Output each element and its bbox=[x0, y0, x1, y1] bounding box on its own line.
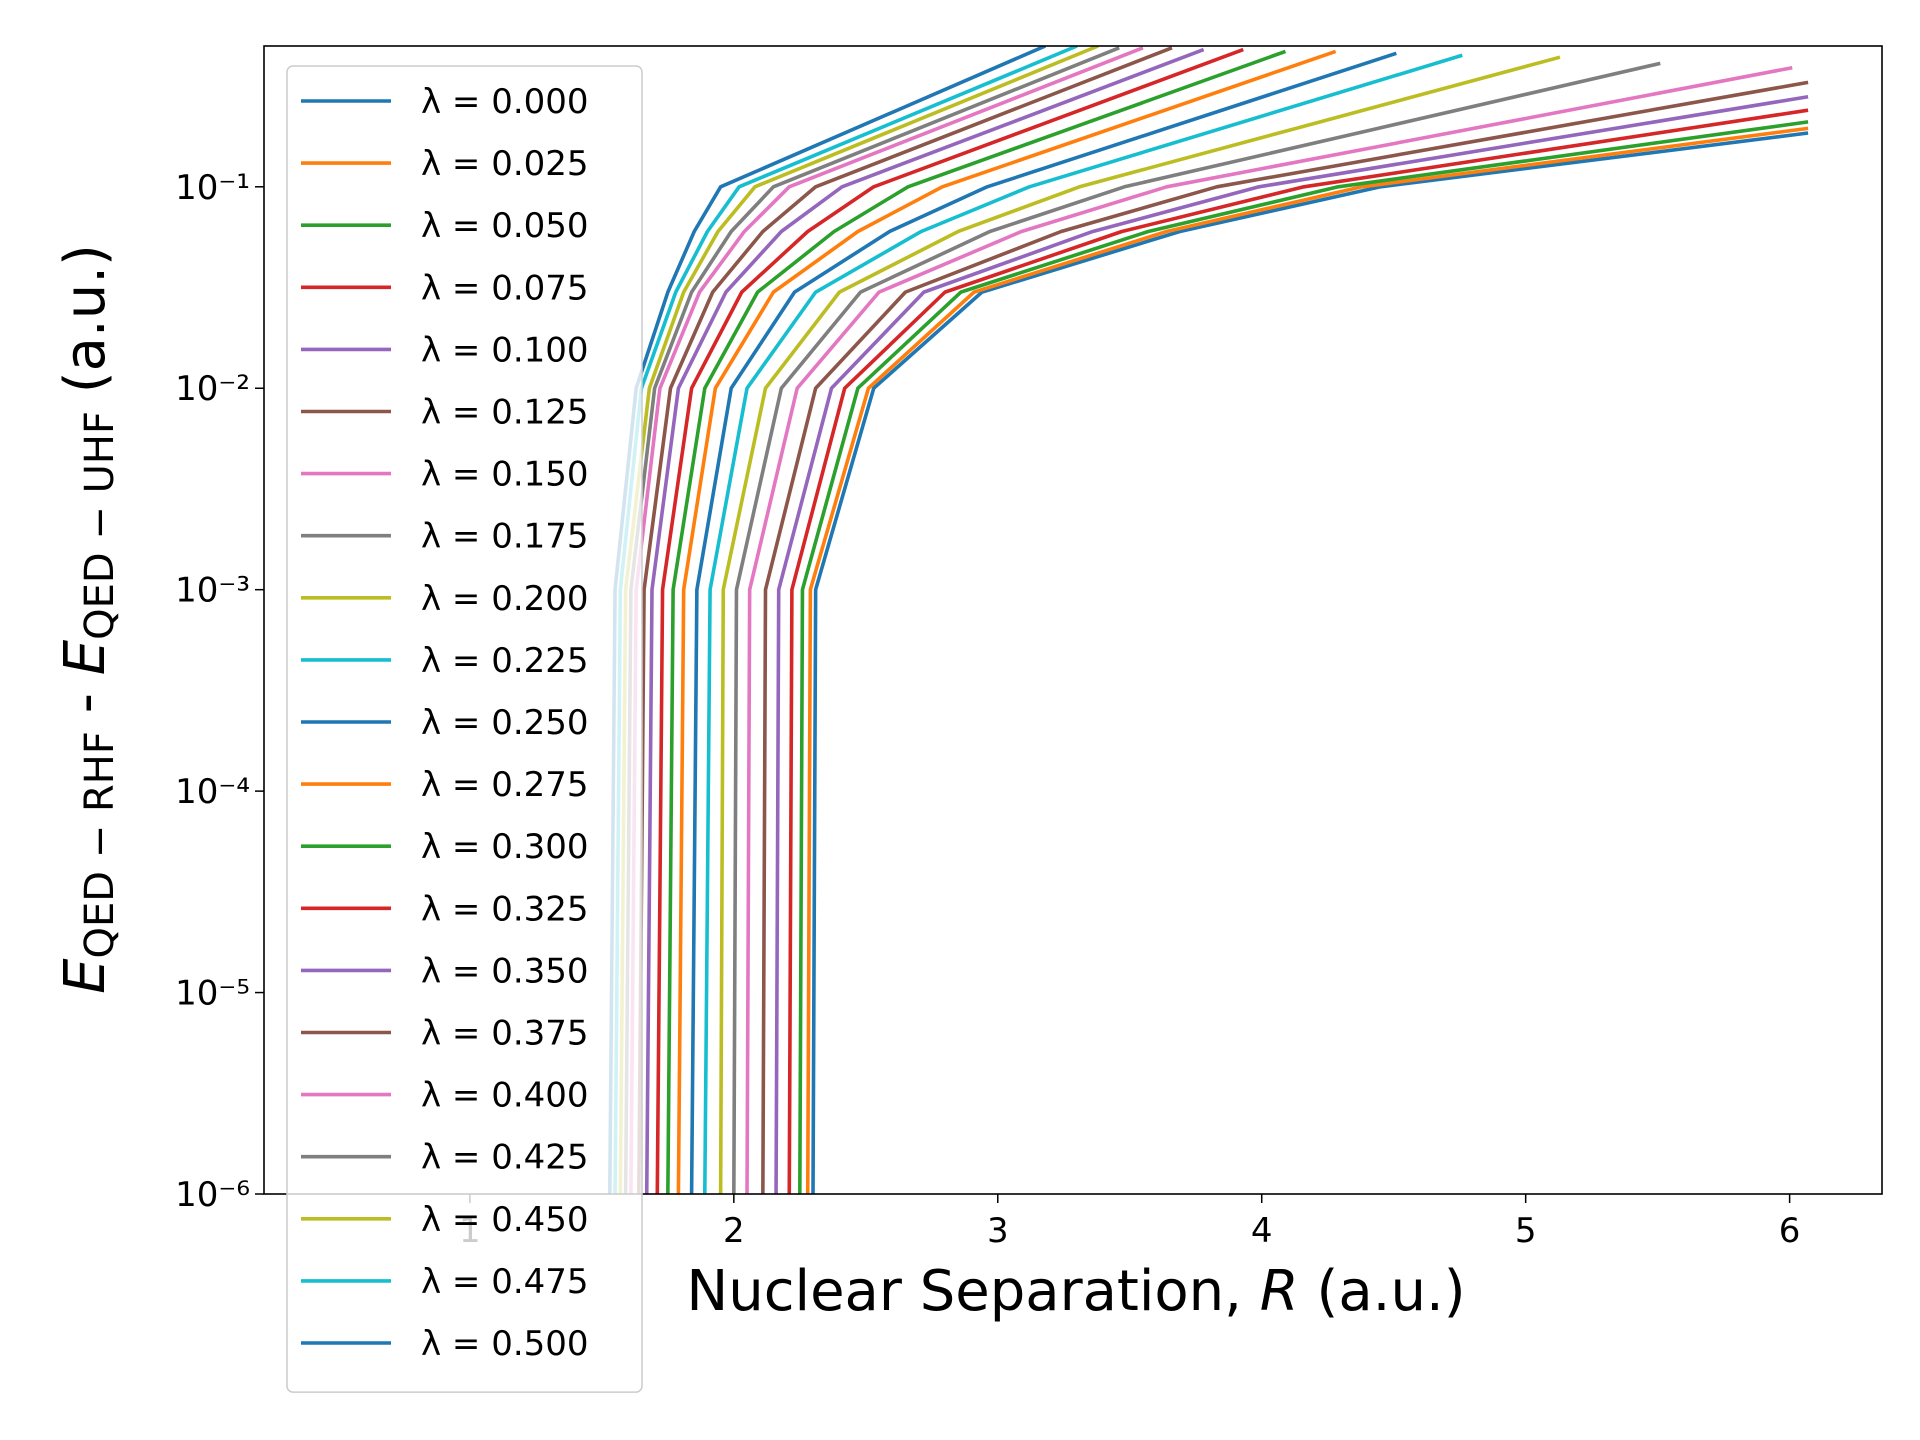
legend-label: λ = 0.450 bbox=[421, 1200, 589, 1240]
series-line bbox=[718, 55, 1561, 1194]
series-line bbox=[689, 51, 1397, 1194]
y-axis-label-part: E bbox=[53, 639, 118, 675]
series-line bbox=[745, 65, 1793, 1194]
legend-label: λ = 0.100 bbox=[421, 330, 589, 370]
y-tick-label: 10⁻⁵ bbox=[175, 974, 250, 1014]
y-axis-label-part: E bbox=[53, 958, 118, 994]
x-tick-label: 4 bbox=[1251, 1211, 1273, 1251]
y-axis-label-part: QED − RHF bbox=[77, 731, 123, 958]
legend-label: λ = 0.150 bbox=[421, 455, 589, 495]
legend-label: λ = 0.200 bbox=[421, 579, 589, 619]
series-line bbox=[787, 108, 1809, 1194]
series-line bbox=[637, 46, 1173, 1194]
x-axis-label-part: R bbox=[1260, 1259, 1299, 1324]
legend-label: λ = 0.400 bbox=[421, 1076, 589, 1116]
series-line bbox=[811, 131, 1809, 1194]
x-axis-label: Nuclear Separation, R (a.u.) bbox=[686, 1259, 1465, 1324]
x-tick-label: 2 bbox=[723, 1211, 745, 1251]
series-line bbox=[702, 53, 1463, 1194]
legend-label: λ = 0.350 bbox=[421, 951, 589, 991]
y-axis-label: EQED − RHF - EQED − UHF (a.u.) bbox=[53, 244, 123, 994]
y-axis-label-part: - bbox=[53, 675, 118, 731]
series-line bbox=[798, 120, 1809, 1194]
x-axis-label-part: (a.u.) bbox=[1299, 1259, 1466, 1324]
series-line bbox=[805, 126, 1809, 1194]
legend-label: λ = 0.000 bbox=[421, 82, 589, 122]
x-tick-label: 6 bbox=[1779, 1211, 1801, 1251]
legend-label: λ = 0.475 bbox=[421, 1262, 589, 1302]
series-line bbox=[774, 94, 1809, 1194]
series-line bbox=[676, 49, 1337, 1194]
x-tick-label: 5 bbox=[1515, 1211, 1537, 1251]
legend-label: λ = 0.225 bbox=[421, 641, 589, 681]
y-axis-label-part: (a.u.) bbox=[53, 244, 118, 411]
legend-label: λ = 0.375 bbox=[421, 1014, 589, 1054]
x-axis-label-part: Nuclear Separation, bbox=[686, 1259, 1259, 1324]
legend-label: λ = 0.250 bbox=[421, 703, 589, 743]
series-line bbox=[732, 61, 1661, 1194]
y-tick-label: 10⁻¹ bbox=[175, 168, 250, 208]
legend-label: λ = 0.075 bbox=[421, 268, 589, 308]
legend-label: λ = 0.025 bbox=[421, 144, 589, 184]
y-tick-label: 10⁻² bbox=[175, 369, 250, 409]
series-line bbox=[655, 47, 1244, 1194]
plot-frame bbox=[263, 45, 1883, 1195]
y-axis-label-part: QED − UHF bbox=[77, 411, 123, 640]
legend-label: λ = 0.425 bbox=[421, 1138, 589, 1178]
x-tick-label: 3 bbox=[987, 1211, 1009, 1251]
legend-label: λ = 0.175 bbox=[421, 517, 589, 557]
series-line bbox=[761, 80, 1809, 1194]
legend-label: λ = 0.500 bbox=[421, 1324, 589, 1364]
series-line bbox=[666, 49, 1287, 1194]
y-tick-label: 10⁻³ bbox=[175, 571, 250, 611]
legend-label: λ = 0.300 bbox=[421, 827, 589, 867]
legend-box bbox=[286, 65, 643, 1393]
legend-label: λ = 0.125 bbox=[421, 393, 589, 433]
legend-label: λ = 0.275 bbox=[421, 765, 589, 805]
plot-lines bbox=[607, 46, 1809, 1194]
y-tick-label: 10⁻⁴ bbox=[175, 772, 250, 812]
legend-label: λ = 0.325 bbox=[421, 889, 589, 929]
series-line bbox=[644, 47, 1205, 1194]
y-tick-label: 10⁻⁶ bbox=[175, 1175, 250, 1215]
legend-label: λ = 0.050 bbox=[421, 206, 589, 246]
